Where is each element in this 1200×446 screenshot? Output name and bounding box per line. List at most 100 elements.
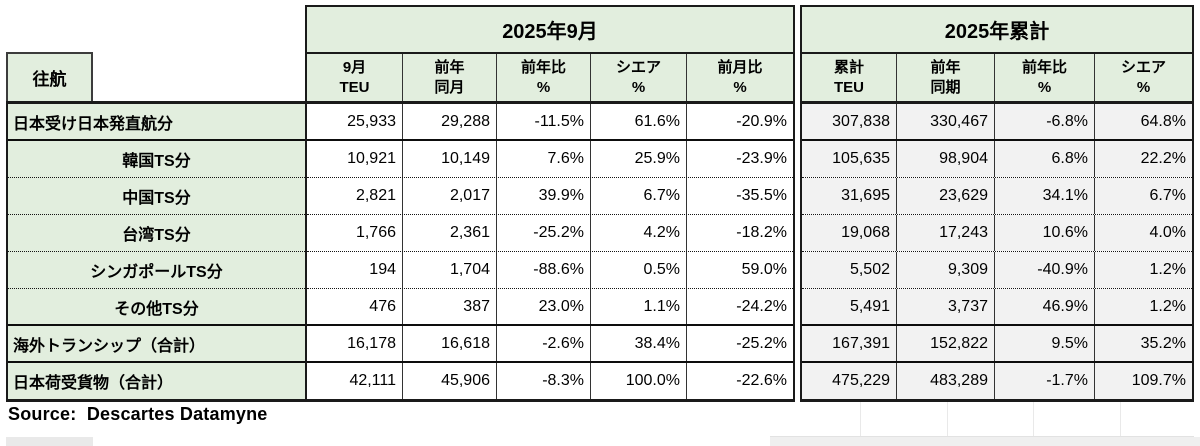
cell: 25,933 xyxy=(307,104,403,139)
cell: 39.9% xyxy=(497,178,591,214)
cell: 16,178 xyxy=(307,326,403,361)
cell: 483,289 xyxy=(897,363,995,399)
cell: 38.4% xyxy=(591,326,687,361)
table-row: 167,391 152,822 9.5% 35.2% xyxy=(802,326,1192,363)
cell: 10.6% xyxy=(995,215,1095,251)
table-row: 307,838 330,467 -6.8% 64.8% xyxy=(802,104,1192,141)
row-label: 海外トランシップ（合計） xyxy=(8,326,305,363)
cell: 330,467 xyxy=(897,104,995,139)
row-label: 韓国TS分 xyxy=(8,141,305,178)
gridline xyxy=(860,402,861,436)
cell: 2,361 xyxy=(403,215,497,251)
cell: 1.1% xyxy=(591,289,687,324)
gridline xyxy=(1120,402,1121,436)
cell: 31,695 xyxy=(802,178,897,214)
cell: 9.5% xyxy=(995,326,1095,361)
col-header: 前年比 % xyxy=(995,54,1095,101)
gridline xyxy=(770,437,1200,446)
table-row: 476 387 23.0% 1.1% -24.2% xyxy=(307,289,793,326)
cell: 1.2% xyxy=(1095,252,1192,288)
cell: 4.0% xyxy=(1095,215,1192,251)
row-label: 中国TS分 xyxy=(8,178,305,215)
cell: 10,921 xyxy=(307,141,403,177)
row-label: その他TS分 xyxy=(8,289,305,326)
gridline xyxy=(770,436,1194,437)
cell: 34.1% xyxy=(995,178,1095,214)
column-headers-september: 9月 TEU 前年 同月 前年比 % シエア % 前月比 % xyxy=(307,54,793,104)
cell: -23.9% xyxy=(687,141,793,177)
cell: 6.8% xyxy=(995,141,1095,177)
col-header: 前年 同月 xyxy=(403,54,497,101)
table-row: 1,766 2,361 -25.2% 4.2% -18.2% xyxy=(307,215,793,252)
cell: 25.9% xyxy=(591,141,687,177)
cell: 475,229 xyxy=(802,363,897,399)
cell: 0.5% xyxy=(591,252,687,288)
row-label: シンガポールTS分 xyxy=(8,252,305,289)
cell: -1.7% xyxy=(995,363,1095,399)
cell: 5,491 xyxy=(802,289,897,324)
table-row: 2,821 2,017 39.9% 6.7% -35.5% xyxy=(307,178,793,215)
table-row: 10,921 10,149 7.6% 25.9% -23.9% xyxy=(307,141,793,178)
cell: 22.2% xyxy=(1095,141,1192,177)
col-header: 前年比 % xyxy=(497,54,591,101)
cell: 46.9% xyxy=(995,289,1095,324)
col-header: 前月比 % xyxy=(717,58,763,96)
cell: 29,288 xyxy=(403,104,497,139)
cell: 2,017 xyxy=(403,178,497,214)
row-label: 日本荷受貨物（合計） xyxy=(13,375,174,392)
table-row: 19,068 17,243 10.6% 4.0% xyxy=(802,215,1192,252)
cell: -6.8% xyxy=(995,104,1095,139)
cell: -24.2% xyxy=(687,289,793,324)
cell: 16,618 xyxy=(403,326,497,361)
cell: -11.5% xyxy=(497,104,591,139)
voyage-direction-cell: 往航 xyxy=(6,52,93,101)
col-header: シエア % xyxy=(1120,58,1166,96)
cell: 307,838 xyxy=(802,104,897,139)
cell: 387 xyxy=(403,289,497,324)
cell: 9,309 xyxy=(897,252,995,288)
table-row: 5,502 9,309 -40.9% 1.2% xyxy=(802,252,1192,289)
col-header: 累計 TEU xyxy=(802,54,897,101)
cell: 42,111 xyxy=(307,363,403,399)
cell: 19,068 xyxy=(802,215,897,251)
gridline xyxy=(6,437,93,446)
gridline xyxy=(947,402,948,436)
cell: 7.6% xyxy=(497,141,591,177)
source-note: Source: Descartes Datamyne xyxy=(8,404,268,424)
cell: 4.2% xyxy=(591,215,687,251)
cell: -2.6% xyxy=(497,326,591,361)
cell: 100.0% xyxy=(591,363,687,399)
cell: 98,904 xyxy=(897,141,995,177)
voyage-direction-label: 往航 xyxy=(32,70,67,89)
cell: -18.2% xyxy=(687,215,793,251)
cell: 6.7% xyxy=(591,178,687,214)
col-header: シエア % xyxy=(591,54,687,101)
cell: 61.6% xyxy=(591,104,687,139)
cell: 1,704 xyxy=(403,252,497,288)
cell: 476 xyxy=(307,289,403,324)
cell: -22.6% xyxy=(687,363,793,399)
cell: -25.2% xyxy=(497,215,591,251)
table-row: 25,933 29,288 -11.5% 61.6% -20.9% xyxy=(307,104,793,141)
cell: 109.7% xyxy=(1095,363,1192,399)
cell: 167,391 xyxy=(802,326,897,361)
cell: -25.2% xyxy=(687,326,793,361)
cell: 1,766 xyxy=(307,215,403,251)
cell: 10,149 xyxy=(403,141,497,177)
table-row: 31,695 23,629 34.1% 6.7% xyxy=(802,178,1192,215)
cell: 59.0% xyxy=(687,252,793,288)
cell: 64.8% xyxy=(1095,104,1192,139)
cell: 17,243 xyxy=(897,215,995,251)
cell: 1.2% xyxy=(1095,289,1192,324)
table-row: 105,635 98,904 6.8% 22.2% xyxy=(802,141,1192,178)
col-header: 9月 TEU xyxy=(307,54,403,101)
cell: -8.3% xyxy=(497,363,591,399)
row-label: 台湾TS分 xyxy=(8,215,305,252)
table-row: 16,178 16,618 -2.6% 38.4% -25.2% xyxy=(307,326,793,363)
cell: -35.5% xyxy=(687,178,793,214)
group-cumulative: 2025年累計 累計 TEU 前年 同期 前年比 % シエア % 307,838… xyxy=(800,5,1194,402)
cell: 105,635 xyxy=(802,141,897,177)
table-row: 42,111 45,906 -8.3% 100.0% -22.6% xyxy=(307,363,793,399)
group-title-cumulative: 2025年累計 xyxy=(802,7,1192,54)
column-headers-cumulative: 累計 TEU 前年 同期 前年比 % シエア % xyxy=(802,54,1192,104)
